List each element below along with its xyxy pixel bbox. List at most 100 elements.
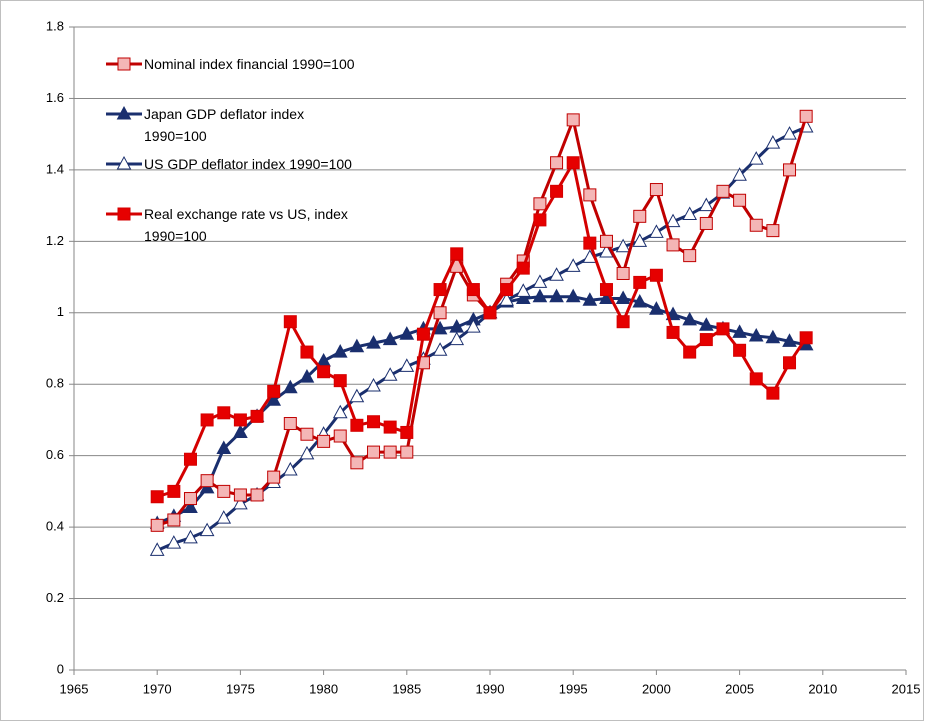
data-point — [582, 292, 598, 306]
data-point — [599, 283, 613, 297]
data-point — [532, 288, 548, 303]
y-tick-label: 0.8 — [46, 376, 64, 391]
data-point — [367, 415, 381, 429]
data-point — [450, 247, 464, 261]
data-point — [433, 306, 447, 320]
data-point — [400, 425, 414, 439]
data-point — [765, 135, 781, 149]
data-point — [250, 409, 264, 423]
data-point — [332, 344, 348, 358]
data-point — [383, 445, 397, 459]
data-point — [666, 325, 680, 339]
data-point — [300, 345, 314, 359]
data-point — [533, 213, 547, 227]
x-tick-label: 2015 — [892, 681, 921, 696]
data-point — [682, 311, 698, 326]
data-point — [615, 238, 631, 253]
data-point — [748, 151, 764, 165]
data-point — [483, 306, 497, 320]
data-point — [699, 216, 713, 230]
data-point — [733, 193, 747, 207]
data-point — [616, 315, 630, 329]
data-point — [565, 258, 581, 272]
data-point — [150, 490, 164, 504]
data-point — [499, 292, 514, 306]
data-point — [399, 358, 415, 372]
y-tick-label: 1 — [57, 304, 64, 319]
y-tick-label: 0 — [57, 661, 64, 676]
data-point — [349, 388, 365, 403]
legend-label: Real exchange rate vs US, index 1990=100 — [144, 206, 348, 244]
data-point — [799, 331, 813, 345]
data-point — [749, 372, 763, 386]
data-point — [633, 209, 647, 223]
data-point — [333, 429, 347, 443]
data-point — [350, 418, 364, 432]
data-point — [633, 275, 647, 289]
data-point — [766, 386, 780, 400]
data-point — [333, 374, 347, 388]
data-point — [682, 206, 698, 221]
legend-label: Japan GDP deflator index 1990=100 — [144, 106, 305, 144]
data-point — [732, 167, 747, 181]
data-point — [233, 488, 247, 502]
series-line — [156, 295, 807, 525]
data-point — [267, 384, 281, 398]
x-tick-label: 1985 — [392, 681, 421, 696]
data-point — [300, 427, 314, 441]
data-point — [532, 274, 548, 288]
x-tick-label: 1965 — [60, 681, 89, 696]
data-point — [665, 213, 681, 228]
series-line — [156, 125, 807, 552]
data-point — [615, 290, 631, 304]
data-point — [282, 379, 298, 394]
data-point — [515, 283, 531, 297]
data-point — [765, 329, 781, 344]
data-point — [217, 484, 231, 498]
data-point — [698, 197, 714, 212]
data-point — [566, 156, 580, 170]
data-point — [749, 218, 763, 232]
y-tick-label: 1.4 — [46, 161, 64, 176]
data-point — [299, 445, 315, 460]
data-point — [216, 510, 232, 524]
data-point — [200, 474, 214, 488]
data-point — [716, 184, 730, 198]
data-point — [733, 343, 747, 357]
data-point — [399, 326, 415, 340]
data-point — [766, 224, 780, 238]
data-point — [283, 315, 297, 329]
data-point — [550, 156, 564, 170]
legend-marker — [117, 57, 131, 71]
x-tick-label: 1995 — [559, 681, 588, 696]
data-point — [233, 424, 248, 438]
data-point — [150, 518, 164, 532]
y-tick-label: 0.2 — [46, 590, 64, 605]
data-point — [282, 461, 298, 476]
data-point — [698, 317, 714, 331]
data-point — [183, 529, 198, 544]
data-point — [199, 522, 215, 537]
x-tick-label: 1980 — [309, 681, 338, 696]
data-point — [317, 434, 331, 448]
data-point — [299, 369, 315, 383]
legend-marker — [116, 105, 132, 120]
data-point — [267, 470, 281, 484]
data-point — [515, 290, 531, 304]
data-point — [649, 183, 663, 197]
legend-marker — [117, 207, 131, 221]
data-point — [599, 234, 613, 248]
data-point — [350, 456, 364, 470]
data-point — [782, 333, 797, 347]
data-point — [565, 288, 581, 303]
data-point — [466, 283, 480, 297]
data-point — [666, 238, 680, 252]
legend-marker — [116, 155, 132, 170]
data-point — [599, 244, 614, 258]
data-point — [683, 249, 697, 263]
data-point — [549, 267, 564, 281]
data-point — [317, 365, 331, 379]
